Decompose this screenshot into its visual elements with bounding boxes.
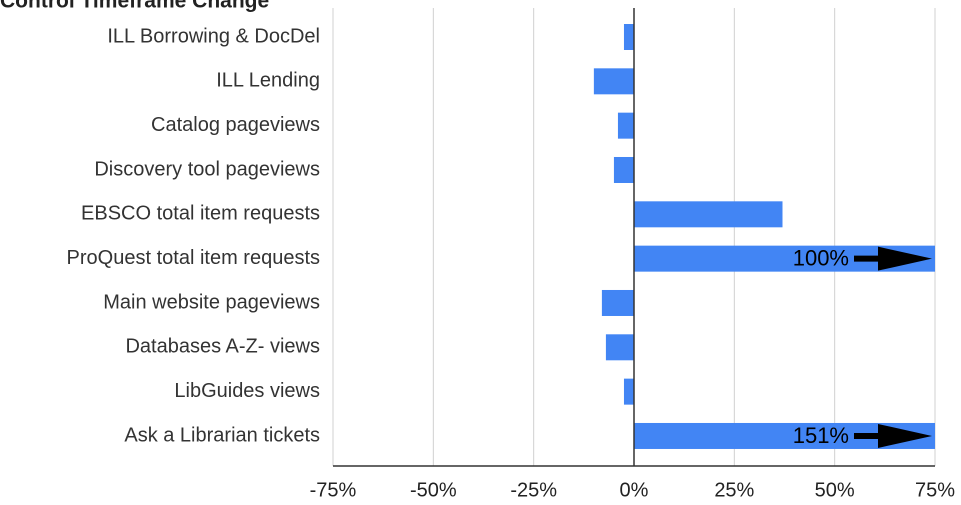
bar <box>623 24 634 50</box>
y-tick-label: ILL Lending <box>216 70 320 92</box>
x-tick-label: 50% <box>815 479 855 501</box>
bar <box>623 378 634 405</box>
x-tick-label: 0% <box>620 479 649 501</box>
plot-area <box>593 24 935 449</box>
chart-title: Control Timeframe Change <box>0 0 269 13</box>
bar <box>593 68 634 95</box>
x-tick-label: -75% <box>310 479 357 501</box>
y-tick-label: LibGuides views <box>174 380 320 402</box>
bar <box>601 289 634 316</box>
x-tick-label: 75% <box>915 479 955 501</box>
y-tick-label: ProQuest total item requests <box>67 247 320 269</box>
value-label: 100% <box>793 245 849 270</box>
bar <box>613 156 634 183</box>
y-tick-label: Databases A-Z- views <box>125 336 320 358</box>
y-tick-label: Catalog pageviews <box>151 114 320 136</box>
x-tick-label: -25% <box>510 479 557 501</box>
arrow-head <box>878 423 932 448</box>
bar <box>605 334 634 361</box>
y-tick-label: Ask a Librarian tickets <box>124 424 320 446</box>
y-tick-label: Main website pageviews <box>103 291 320 313</box>
arrow-head <box>878 246 932 271</box>
y-tick-label: Discovery tool pageviews <box>94 158 320 180</box>
y-tick-label: ILL Borrowing & DocDel <box>107 25 320 47</box>
bar <box>634 201 783 228</box>
value-label: 151% <box>793 423 849 448</box>
y-tick-label: EBSCO total item requests <box>81 203 320 225</box>
bar <box>617 112 634 139</box>
x-tick-label: 25% <box>714 479 754 501</box>
x-tick-label: -50% <box>410 479 457 501</box>
